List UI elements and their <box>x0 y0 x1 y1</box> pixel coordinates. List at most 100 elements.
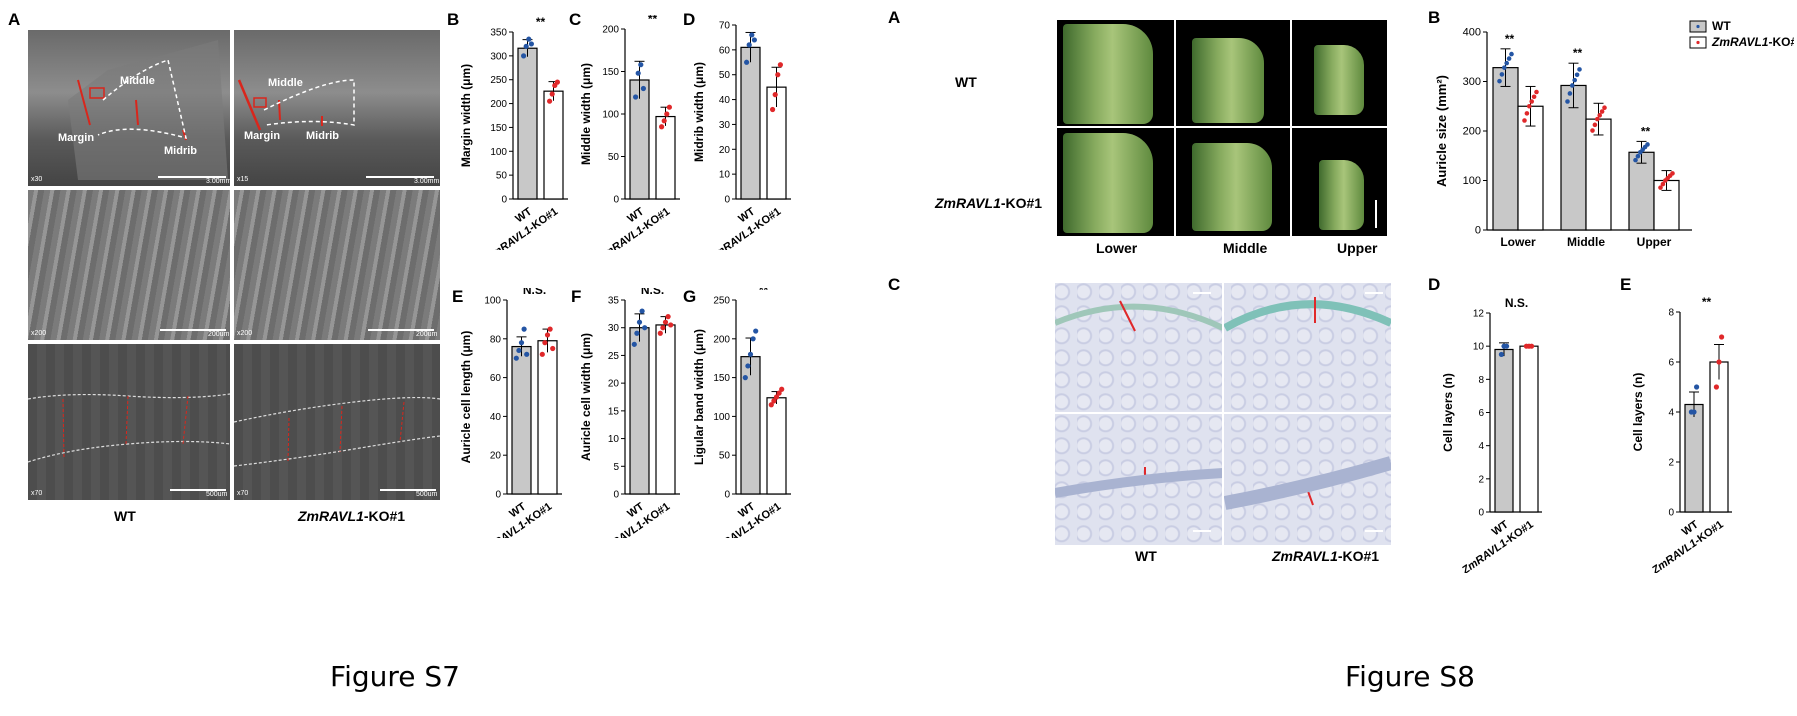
gene-name: ZmRAVL1 <box>596 519 646 538</box>
y-tick-label: 80 <box>490 334 502 345</box>
panel-letter-s7-d: D <box>683 10 696 29</box>
significance-label: N.S. <box>523 288 546 297</box>
sem-label-midrib: Midrib <box>306 130 339 142</box>
data-point <box>636 319 643 325</box>
panel-letter-s7-e: E <box>452 287 464 306</box>
significance-label: ** <box>759 288 769 297</box>
grid-divider <box>1057 126 1387 128</box>
panel-letter-s7-g: G <box>683 287 697 306</box>
data-point <box>1567 91 1573 96</box>
y-tick-label: 25 <box>608 351 620 362</box>
chart-middle-width: Middle width (μm)050100150200WTZmRAVL1-K… <box>579 15 680 250</box>
data-point <box>1570 83 1575 88</box>
significance-label: ** <box>1702 295 1712 309</box>
y-tick-label: 50 <box>719 451 731 462</box>
significance-label: ** <box>648 15 658 26</box>
data-point <box>773 394 780 400</box>
data-point <box>1633 157 1638 163</box>
line-suffix: -KO#1 <box>750 501 783 529</box>
data-point <box>1504 343 1510 349</box>
data-point <box>1660 181 1666 187</box>
y-tick-label: 0 <box>613 195 619 206</box>
significance-label: N.S. <box>641 288 664 297</box>
significance-label: ** <box>759 15 769 22</box>
gene-name: ZmRAVL1 <box>298 508 364 524</box>
photo-auricle-ko-lower <box>1063 133 1153 233</box>
data-point <box>528 41 534 47</box>
data-point <box>638 62 644 68</box>
y-tick-label: 250 <box>713 296 730 307</box>
data-point <box>775 72 781 78</box>
data-point <box>521 53 527 59</box>
y-tick-label: 100 <box>484 296 501 307</box>
gene-name: ZmRAVL1 <box>1649 537 1699 573</box>
y-tick-label: 250 <box>490 75 507 86</box>
data-point <box>660 325 666 331</box>
y-tick-label: 100 <box>1463 175 1481 187</box>
data-point <box>631 341 637 347</box>
panel-letter-s8-a: A <box>888 8 901 27</box>
line-suffix: -KO#1 <box>1768 35 1794 49</box>
y-tick-label: 30 <box>608 323 620 334</box>
y-tick-label: 8 <box>1668 308 1674 319</box>
data-point <box>770 106 776 113</box>
data-point <box>779 386 785 392</box>
bar-ko <box>1517 105 1544 231</box>
data-point <box>1645 142 1650 147</box>
y-axis-label: Middle width (μm) <box>579 63 593 165</box>
data-point <box>753 328 759 334</box>
line-suffix: -KO#1 <box>1337 548 1380 564</box>
data-point <box>544 332 551 338</box>
line-suffix: -KO#1 <box>363 508 406 524</box>
gene-name: ZmRAVL1 <box>707 224 757 250</box>
photo-auricle-wt-upper <box>1314 45 1364 115</box>
bar-wt <box>1628 151 1655 231</box>
y-tick-label: 200 <box>602 25 619 36</box>
gene-name: ZmRAVL1 <box>935 195 1001 211</box>
bar-ko <box>766 397 787 495</box>
data-point <box>542 340 548 346</box>
data-point <box>554 79 560 85</box>
gene-name: ZmRAVL1 <box>1711 35 1769 49</box>
significance-label: N.S. <box>1505 296 1528 310</box>
y-tick-label: 0 <box>1478 508 1484 519</box>
data-point <box>1529 343 1535 349</box>
data-point <box>657 330 663 336</box>
y-tick-label: 40 <box>719 95 731 106</box>
sem-label-middle: Middle <box>268 77 303 89</box>
data-point <box>1577 67 1582 72</box>
x-tick-label: Lower <box>1500 235 1536 249</box>
data-point <box>1716 359 1722 365</box>
panel-letter-s7-c: C <box>569 10 582 29</box>
y-tick-label: 35 <box>608 296 620 307</box>
figure-title-s8: Figure S8 <box>1345 660 1475 693</box>
scale-bar <box>368 329 434 331</box>
data-point <box>513 355 519 361</box>
data-point <box>518 340 525 346</box>
y-tick-label: 100 <box>602 110 619 121</box>
scale-label: 3.00mm <box>206 178 230 185</box>
data-point <box>1592 122 1598 128</box>
y-tick-label: 300 <box>1463 76 1481 88</box>
y-tick-label: 10 <box>719 170 731 181</box>
data-point <box>1658 185 1663 190</box>
y-tick-label: 5 <box>613 462 619 473</box>
line-suffix: -KO#1 <box>639 501 672 529</box>
row-label-wt: WT <box>955 74 977 90</box>
gene-name: ZmRAVL1 <box>707 519 757 538</box>
y-tick-label: 50 <box>608 152 620 163</box>
chart-ligular-band-width: Ligular band width (μm)050100150200250WT… <box>692 288 791 538</box>
y-tick-label: 2 <box>1478 474 1484 485</box>
y-axis-label: Auricle cell length (μm) <box>459 331 473 464</box>
scale-bar <box>380 489 436 491</box>
panel-letter-s8-b: B <box>1428 8 1441 27</box>
line-suffix: -KO#1 <box>527 206 560 234</box>
y-tick-label: 0 <box>1475 225 1481 237</box>
data-point <box>1597 113 1602 118</box>
sem-magnification: x70 <box>31 490 43 497</box>
bar-ko <box>537 340 558 495</box>
bar-wt <box>740 46 761 200</box>
bar-wt <box>511 345 532 495</box>
y-tick-label: 0 <box>495 490 501 501</box>
figure-title-s7: Figure S7 <box>330 660 460 693</box>
